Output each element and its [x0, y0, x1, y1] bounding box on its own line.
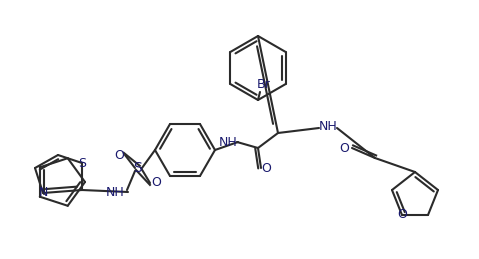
Text: NH: NH — [106, 185, 125, 198]
Text: S: S — [134, 161, 142, 175]
Text: O: O — [339, 141, 349, 155]
Text: O: O — [114, 148, 124, 162]
Text: S: S — [78, 156, 86, 169]
Text: N: N — [38, 186, 48, 199]
Text: NH: NH — [319, 119, 337, 133]
Text: NH: NH — [218, 135, 238, 148]
Text: Br: Br — [257, 78, 271, 91]
Text: O: O — [151, 176, 161, 190]
Text: O: O — [261, 162, 271, 176]
Text: O: O — [397, 208, 407, 221]
